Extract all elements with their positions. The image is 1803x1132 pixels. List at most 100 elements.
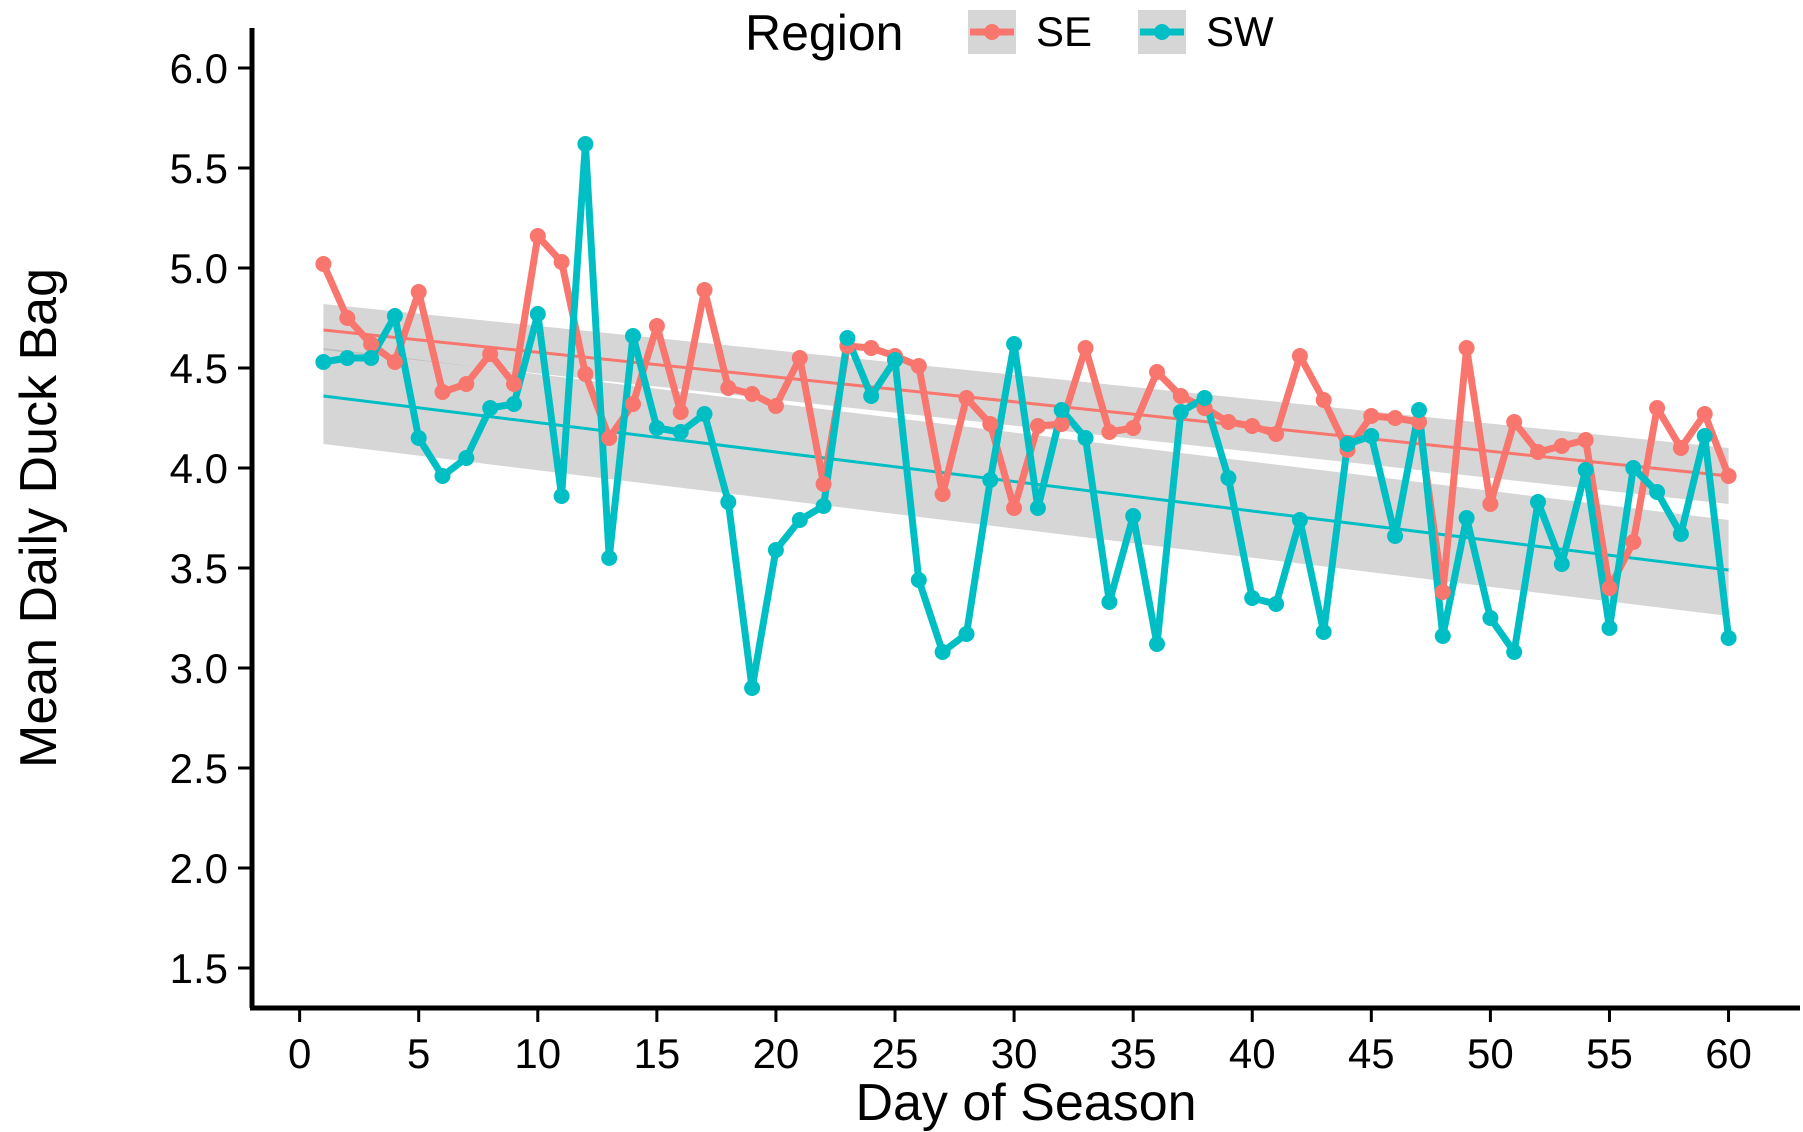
data-point-sw bbox=[1339, 436, 1356, 452]
data-point-sw bbox=[1053, 402, 1070, 418]
y-tick-label: 1.5 bbox=[170, 945, 228, 992]
y-tick-label: 4.5 bbox=[170, 345, 228, 392]
x-tick-label: 20 bbox=[753, 1030, 800, 1077]
data-point-sw bbox=[1149, 636, 1165, 652]
data-point-se bbox=[1649, 400, 1666, 416]
data-point-sw bbox=[386, 308, 403, 324]
data-point-se bbox=[1720, 468, 1737, 484]
data-point-se bbox=[363, 336, 380, 352]
data-point-se bbox=[1696, 406, 1713, 422]
data-point-se bbox=[339, 310, 356, 326]
legend-label-se: SE bbox=[1036, 8, 1092, 55]
x-tick-label: 25 bbox=[872, 1030, 919, 1077]
data-point-se bbox=[482, 346, 499, 362]
y-tick-label: 2.5 bbox=[170, 745, 228, 792]
x-tick-label: 30 bbox=[991, 1030, 1038, 1077]
data-point-sw bbox=[363, 350, 380, 366]
data-point-se bbox=[1506, 414, 1523, 430]
data-point-se bbox=[1149, 364, 1165, 380]
data-point-sw bbox=[1196, 390, 1213, 406]
data-point-se bbox=[553, 254, 570, 270]
data-point-sw bbox=[934, 644, 951, 660]
data-point-se bbox=[1672, 440, 1689, 456]
data-point-sw bbox=[1220, 470, 1237, 486]
data-point-sw bbox=[601, 550, 618, 566]
y-tick-label: 3.5 bbox=[170, 545, 228, 592]
data-point-se bbox=[1125, 420, 1142, 436]
data-point-se bbox=[1053, 416, 1070, 432]
data-point-sw bbox=[1363, 428, 1380, 444]
legend-label-sw: SW bbox=[1206, 8, 1274, 55]
x-tick-label: 5 bbox=[407, 1030, 430, 1077]
data-point-sw bbox=[1553, 556, 1570, 572]
data-point-se bbox=[1244, 418, 1261, 434]
x-tick-label: 45 bbox=[1348, 1030, 1395, 1077]
legend-key-point-sw bbox=[1154, 24, 1170, 40]
data-point-sw bbox=[506, 396, 522, 412]
data-point-se bbox=[648, 318, 665, 334]
data-point-se bbox=[315, 256, 332, 272]
x-tick-label: 60 bbox=[1705, 1030, 1752, 1077]
data-point-sw bbox=[1006, 336, 1023, 352]
data-point-sw bbox=[1672, 526, 1689, 542]
data-point-se bbox=[1553, 438, 1570, 454]
data-point-sw bbox=[791, 512, 808, 528]
data-point-sw bbox=[1434, 628, 1451, 644]
data-point-sw bbox=[1315, 624, 1332, 640]
x-tick-label: 40 bbox=[1229, 1030, 1276, 1077]
data-point-sw bbox=[1411, 402, 1427, 418]
data-point-sw bbox=[910, 572, 927, 588]
data-point-sw bbox=[887, 352, 903, 368]
data-point-se bbox=[1458, 340, 1475, 356]
data-point-se bbox=[720, 380, 737, 396]
data-point-sw bbox=[1625, 460, 1642, 476]
data-point-se bbox=[625, 396, 641, 412]
x-tick-label: 0 bbox=[288, 1030, 311, 1077]
data-point-sw bbox=[529, 306, 546, 322]
data-point-se bbox=[744, 386, 761, 402]
data-point-sw bbox=[744, 680, 761, 696]
data-point-se bbox=[672, 404, 689, 420]
y-tick-label: 5.0 bbox=[170, 245, 228, 292]
data-point-sw bbox=[672, 424, 689, 440]
data-point-sw bbox=[482, 400, 499, 416]
data-point-sw bbox=[625, 328, 641, 344]
data-point-se bbox=[410, 284, 427, 300]
data-point-se bbox=[767, 398, 784, 414]
data-point-sw bbox=[958, 626, 975, 642]
data-point-se bbox=[1315, 392, 1332, 408]
data-point-se bbox=[934, 486, 951, 502]
data-point-sw bbox=[1601, 620, 1618, 636]
legend-title: Region bbox=[745, 5, 903, 61]
x-tick-label: 50 bbox=[1467, 1030, 1514, 1077]
data-point-sw bbox=[1387, 528, 1404, 544]
data-point-se bbox=[1220, 414, 1237, 430]
trend-line-sw bbox=[323, 394, 1729, 572]
data-point-se bbox=[1601, 580, 1618, 596]
data-point-sw bbox=[1268, 596, 1285, 612]
legend: Region SE SW bbox=[745, 5, 1274, 61]
data-point-se bbox=[601, 430, 618, 446]
data-point-sw bbox=[315, 354, 332, 370]
data-point-sw bbox=[1696, 428, 1713, 444]
data-point-se bbox=[1172, 388, 1189, 404]
series-points bbox=[315, 136, 1737, 696]
data-point-sw bbox=[1077, 430, 1094, 446]
data-point-se bbox=[982, 416, 999, 432]
data-point-sw bbox=[648, 420, 665, 436]
data-point-se bbox=[1577, 432, 1594, 448]
data-point-se bbox=[1077, 340, 1094, 356]
x-tick-label: 15 bbox=[634, 1030, 681, 1077]
data-point-se bbox=[1291, 348, 1308, 364]
data-point-se bbox=[1268, 426, 1285, 442]
y-axis-title: Mean Daily Duck Bag bbox=[10, 268, 68, 768]
data-point-sw bbox=[553, 488, 570, 504]
data-point-se bbox=[791, 350, 808, 366]
data-point-sw bbox=[815, 498, 832, 514]
y-tick-label: 2.0 bbox=[170, 845, 228, 892]
data-point-se bbox=[696, 282, 713, 298]
data-point-sw bbox=[1530, 494, 1546, 510]
data-point-sw bbox=[1458, 510, 1475, 526]
